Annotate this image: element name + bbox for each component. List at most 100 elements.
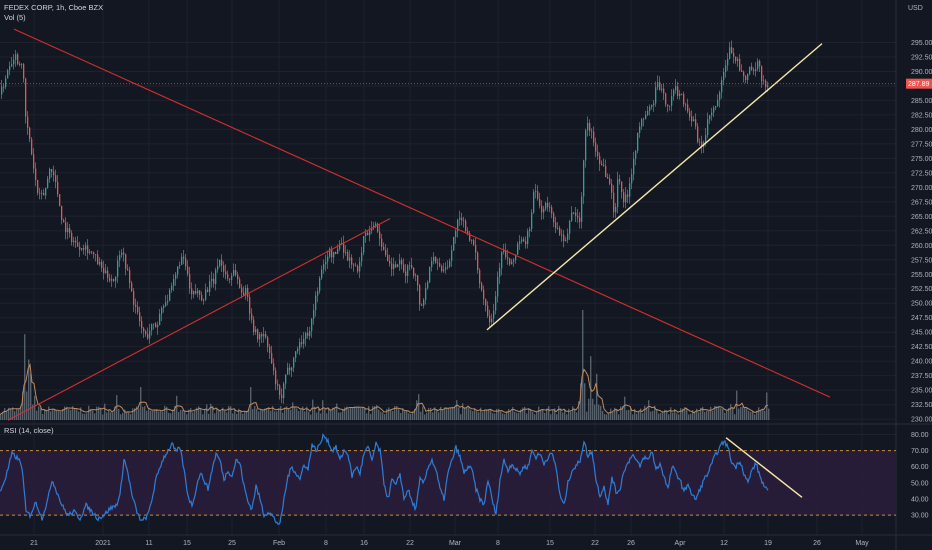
volume-bar bbox=[548, 406, 550, 420]
volume-bar bbox=[0, 414, 2, 420]
volume-bar bbox=[2, 411, 4, 420]
volume-bar bbox=[446, 407, 448, 420]
volume-bar bbox=[204, 409, 206, 420]
candle-body bbox=[153, 323, 155, 325]
volume-bar bbox=[762, 408, 764, 420]
volume-bar bbox=[120, 414, 122, 420]
candle-body bbox=[613, 192, 615, 213]
volume-bar bbox=[104, 403, 106, 420]
candle-body bbox=[193, 291, 195, 295]
candle-body bbox=[113, 279, 115, 281]
volume-bar bbox=[240, 410, 242, 420]
candle-body bbox=[283, 383, 285, 399]
candle-body bbox=[527, 231, 529, 244]
last-price-badge bbox=[906, 78, 932, 89]
volume-bar bbox=[436, 410, 438, 420]
time-tick-label: 22 bbox=[406, 540, 414, 547]
candle-body bbox=[463, 220, 465, 222]
candle-body bbox=[317, 291, 319, 296]
candle-body bbox=[367, 232, 369, 236]
volume-bar bbox=[236, 413, 238, 420]
candle-body bbox=[127, 268, 129, 271]
volume-bar bbox=[366, 413, 368, 420]
candle-body bbox=[207, 289, 209, 292]
candle-body bbox=[345, 252, 347, 253]
volume-bar bbox=[662, 411, 664, 420]
volume-bar bbox=[30, 373, 32, 420]
trendlines[interactable] bbox=[7, 28, 831, 498]
price-tick-label: 272.50 bbox=[911, 170, 932, 177]
volume-bar bbox=[284, 407, 286, 420]
candle-body bbox=[591, 130, 593, 132]
volume-bar bbox=[574, 409, 576, 420]
volume-bar bbox=[632, 414, 634, 420]
volume-bar bbox=[36, 410, 38, 420]
volume-bar bbox=[458, 407, 460, 420]
volume-bar bbox=[428, 407, 430, 420]
candle-body bbox=[191, 288, 193, 295]
candle-body bbox=[425, 288, 427, 300]
candle-body bbox=[733, 52, 735, 57]
candle-body bbox=[335, 251, 337, 255]
candle-body bbox=[151, 324, 153, 331]
candle-body bbox=[629, 183, 631, 197]
volume-bar bbox=[494, 413, 496, 420]
price-tick-label: 285.00 bbox=[911, 98, 932, 105]
volume-bar bbox=[378, 409, 380, 420]
volume-bar bbox=[386, 408, 388, 420]
last-price-value: 287.89 bbox=[908, 81, 930, 88]
volume-bar bbox=[124, 409, 126, 420]
volume-bar bbox=[528, 408, 530, 420]
candle-body bbox=[521, 239, 523, 242]
candle-body bbox=[717, 100, 719, 107]
volume-bar bbox=[132, 408, 134, 420]
candle-body bbox=[635, 150, 637, 159]
volume-bar bbox=[278, 408, 280, 420]
volume-bar bbox=[14, 411, 16, 420]
candle-body bbox=[627, 194, 629, 197]
candle-body bbox=[205, 289, 207, 300]
volume-bar bbox=[472, 411, 474, 420]
candle-body bbox=[551, 207, 553, 214]
time-tick-label: 21 bbox=[30, 540, 38, 547]
candle-body bbox=[29, 127, 31, 140]
volume-bar bbox=[364, 408, 366, 420]
volume-bar bbox=[542, 409, 544, 420]
volume-bar bbox=[194, 410, 196, 420]
candle-body bbox=[759, 60, 761, 67]
candle-body bbox=[475, 244, 477, 253]
candle-body bbox=[623, 192, 625, 203]
time-tick-label: 26 bbox=[627, 540, 635, 547]
candle-body bbox=[423, 299, 425, 306]
volume-bar bbox=[274, 411, 276, 420]
volume-bar bbox=[710, 406, 712, 420]
candle-body bbox=[457, 219, 459, 231]
volume-bar bbox=[468, 407, 470, 420]
candle-body bbox=[585, 130, 587, 161]
volume-bar bbox=[424, 414, 426, 420]
volume-bar bbox=[358, 406, 360, 420]
candle-body bbox=[609, 178, 611, 184]
volume-bar bbox=[744, 407, 746, 420]
volume-bar bbox=[56, 410, 58, 420]
candle-body bbox=[711, 112, 713, 116]
candle-body bbox=[639, 126, 641, 133]
volume-bar bbox=[648, 400, 650, 420]
candle-body bbox=[181, 256, 183, 265]
candle-body bbox=[375, 223, 377, 226]
volume-bar bbox=[254, 406, 256, 420]
volume-bar bbox=[90, 408, 92, 420]
candle-body bbox=[19, 63, 21, 65]
volume-bar bbox=[530, 409, 532, 420]
volume-bar bbox=[498, 408, 500, 420]
volume-bar bbox=[598, 404, 600, 420]
volume-bar bbox=[496, 408, 498, 420]
candle-body bbox=[329, 248, 331, 257]
volume-bar bbox=[716, 406, 718, 420]
volume-bar bbox=[116, 395, 118, 420]
volume-bar bbox=[172, 409, 174, 420]
candle-body bbox=[645, 115, 647, 119]
volume-bar bbox=[308, 411, 310, 420]
candle-body bbox=[255, 329, 257, 333]
